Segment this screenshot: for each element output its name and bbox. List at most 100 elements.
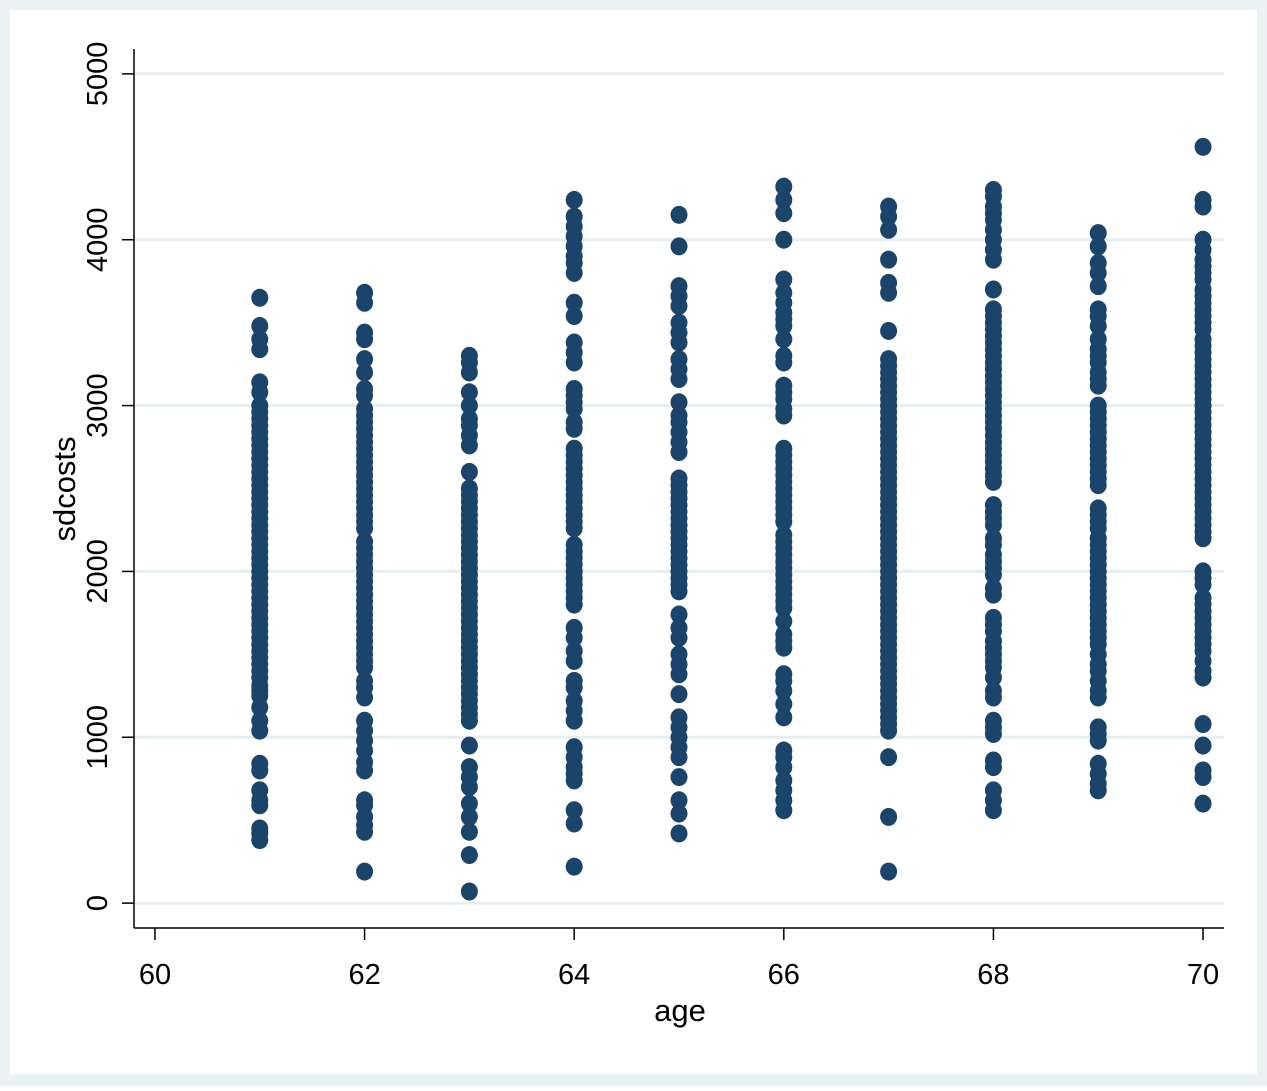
- data-point: [1089, 396, 1107, 415]
- data-point: [1089, 237, 1107, 256]
- data-point: [984, 711, 1002, 730]
- data-point: [356, 283, 374, 302]
- data-point: [984, 751, 1002, 770]
- data-point: [460, 822, 478, 841]
- data-point: [460, 758, 478, 777]
- data-point: [565, 642, 583, 661]
- data-point: [251, 819, 269, 838]
- data-point: [775, 525, 793, 544]
- data-point: [1194, 190, 1212, 209]
- y-tick-label-2000: 2000: [82, 539, 114, 604]
- data-point: [1194, 137, 1212, 156]
- data-point: [460, 794, 478, 813]
- data-point: [1089, 330, 1107, 349]
- data-point: [670, 791, 688, 810]
- data-points: [251, 137, 1212, 901]
- data-point: [251, 396, 269, 415]
- x-tick-label-64: 64: [558, 959, 590, 991]
- data-point: [1194, 230, 1212, 249]
- data-point: [1089, 754, 1107, 773]
- data-point: [251, 754, 269, 773]
- data-point: [775, 330, 793, 349]
- data-point: [670, 824, 688, 843]
- data-point: [565, 671, 583, 690]
- data-point: [356, 399, 374, 418]
- data-point: [670, 350, 688, 369]
- data-point: [670, 469, 688, 488]
- data-point: [1089, 300, 1107, 319]
- data-point: [775, 177, 793, 196]
- data-point: [670, 645, 688, 664]
- data-point: [1194, 715, 1212, 734]
- data-point: [565, 857, 583, 876]
- data-point: [565, 333, 583, 352]
- data-point: [670, 205, 688, 224]
- data-point: [460, 396, 478, 415]
- data-point: [356, 862, 374, 881]
- y-tick-label-5000: 5000: [82, 42, 114, 107]
- data-point: [565, 379, 583, 398]
- data-point: [775, 665, 793, 684]
- data-point: [356, 363, 374, 382]
- data-point: [565, 190, 583, 209]
- data-point: [880, 350, 898, 369]
- data-point: [880, 807, 898, 826]
- data-point: [356, 532, 374, 551]
- data-point: [984, 608, 1002, 627]
- x-axis-title: age: [654, 993, 706, 1028]
- data-point: [880, 197, 898, 216]
- data-point: [356, 671, 374, 690]
- data-point: [1089, 224, 1107, 243]
- data-point: [565, 618, 583, 637]
- data-point: [775, 771, 793, 790]
- data-point: [880, 321, 898, 340]
- data-point: [670, 708, 688, 727]
- data-point: [984, 529, 1002, 548]
- data-point: [356, 323, 374, 342]
- data-point: [775, 204, 793, 223]
- data-point: [460, 846, 478, 865]
- data-point: [670, 685, 688, 704]
- data-point: [775, 625, 793, 644]
- data-point: [984, 781, 1002, 800]
- axes: 0 1000 2000 3000 4000 5000 60 62 64 66 68 70: [82, 42, 1224, 991]
- x-tick-label-68: 68: [977, 959, 1009, 991]
- y-tick-label-0: 0: [82, 895, 114, 911]
- data-point: [565, 691, 583, 710]
- data-point: [251, 316, 269, 335]
- data-point: [775, 346, 793, 365]
- data-point: [984, 579, 1002, 598]
- data-point: [460, 409, 478, 428]
- data-point: [251, 711, 269, 730]
- data-point: [565, 293, 583, 312]
- x-tick-label-60: 60: [139, 959, 171, 991]
- x-tick-label-62: 62: [348, 959, 380, 991]
- x-tick-label-70: 70: [1187, 959, 1219, 991]
- data-point: [984, 280, 1002, 299]
- data-point: [775, 190, 793, 209]
- data-point: [775, 708, 793, 727]
- data-point: [565, 413, 583, 432]
- data-point: [775, 612, 793, 631]
- data-point: [565, 535, 583, 554]
- data-point: [565, 738, 583, 757]
- data-point: [670, 313, 688, 332]
- data-point: [565, 439, 583, 458]
- data-point: [251, 781, 269, 800]
- data-point: [251, 373, 269, 392]
- data-point: [880, 250, 898, 269]
- data-point: [251, 288, 269, 307]
- data-point: [670, 277, 688, 296]
- data-point: [670, 618, 688, 637]
- data-point: [670, 605, 688, 624]
- data-point: [460, 882, 478, 901]
- y-tick-label-1000: 1000: [82, 705, 114, 770]
- data-point: [775, 695, 793, 714]
- data-point: [1194, 761, 1212, 780]
- y-tick-label-4000: 4000: [82, 207, 114, 272]
- data-point: [356, 379, 374, 398]
- data-point: [670, 768, 688, 787]
- graph-panel: [10, 10, 1257, 1074]
- data-point: [565, 207, 583, 226]
